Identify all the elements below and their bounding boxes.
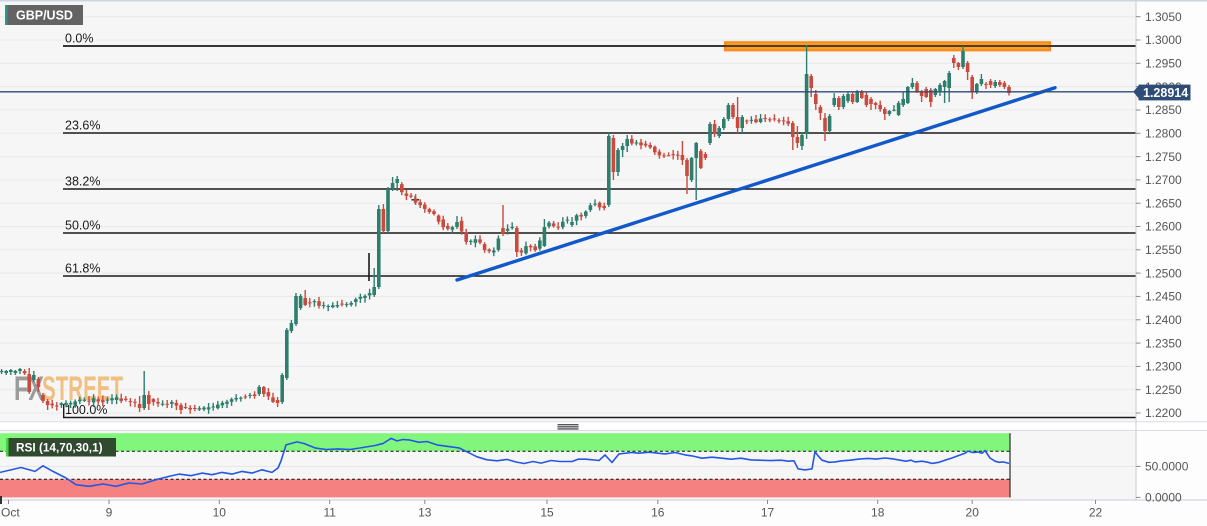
svg-text:1.2400: 1.2400 — [1145, 313, 1182, 327]
svg-text:9: 9 — [106, 506, 113, 520]
svg-text:1.2750: 1.2750 — [1145, 150, 1182, 164]
svg-text:1.3050: 1.3050 — [1145, 10, 1182, 24]
svg-text:50.0%: 50.0% — [65, 219, 100, 233]
svg-text:22: 22 — [1089, 506, 1103, 520]
svg-text:16: 16 — [651, 506, 665, 520]
svg-text:1.2200: 1.2200 — [1145, 406, 1182, 420]
svg-text:100.0%: 100.0% — [65, 403, 107, 417]
svg-text:STREET: STREET — [42, 370, 123, 408]
svg-text:1.2550: 1.2550 — [1145, 243, 1182, 257]
svg-text:23.6%: 23.6% — [65, 119, 100, 133]
svg-text:1.2800: 1.2800 — [1145, 127, 1182, 141]
svg-text:15: 15 — [540, 506, 554, 520]
svg-text:1.2500: 1.2500 — [1145, 266, 1182, 280]
svg-text:1.2350: 1.2350 — [1145, 336, 1182, 350]
svg-text:1.2850: 1.2850 — [1145, 103, 1182, 117]
svg-text:17: 17 — [761, 506, 775, 520]
svg-text:1.3000: 1.3000 — [1145, 33, 1182, 47]
svg-text:1.2450: 1.2450 — [1145, 290, 1182, 304]
svg-text:38.2%: 38.2% — [65, 175, 100, 189]
svg-text:1.2250: 1.2250 — [1145, 383, 1182, 397]
svg-text:1.2600: 1.2600 — [1145, 220, 1182, 234]
svg-text:RSI (14,70,30,1): RSI (14,70,30,1) — [16, 441, 103, 455]
svg-text:1.28914: 1.28914 — [1143, 86, 1188, 100]
svg-text:50.0000: 50.0000 — [1145, 460, 1189, 474]
svg-text:18: 18 — [871, 506, 885, 520]
svg-text:1.2700: 1.2700 — [1145, 173, 1182, 187]
svg-text:1.2650: 1.2650 — [1145, 196, 1182, 210]
svg-text:GBP/USD: GBP/USD — [16, 9, 73, 23]
svg-text:Oct: Oct — [1, 506, 20, 520]
svg-text:1.2300: 1.2300 — [1145, 360, 1182, 374]
svg-text:1.2950: 1.2950 — [1145, 57, 1182, 71]
svg-text:0.0000: 0.0000 — [1145, 491, 1182, 505]
svg-text:0.0%: 0.0% — [65, 32, 94, 46]
svg-text:10: 10 — [213, 506, 227, 520]
svg-text:61.8%: 61.8% — [65, 262, 100, 276]
svg-text:11: 11 — [323, 506, 336, 520]
svg-text:13: 13 — [418, 506, 432, 520]
svg-text:20: 20 — [966, 506, 980, 520]
